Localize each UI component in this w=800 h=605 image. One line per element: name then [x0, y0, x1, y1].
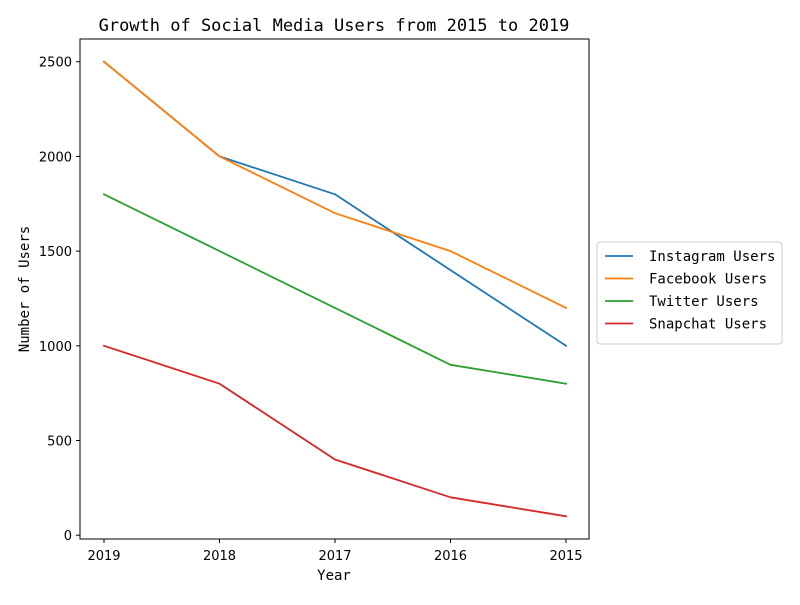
legend-box — [596, 241, 783, 345]
series-line-1 — [102, 60, 568, 310]
x-axis-label: Year — [317, 568, 351, 584]
x-tick-label: 2018 — [203, 549, 236, 564]
x-tick-label: 2015 — [549, 549, 582, 564]
legend: Instagram Users Facebook Users Twitter Use… — [596, 241, 783, 345]
y-tick-label: 2500 — [39, 56, 72, 71]
y-axis-label: Number of Users — [17, 226, 33, 352]
y-tick-label: 0 — [64, 529, 72, 544]
y-tick-label: 1000 — [39, 340, 72, 355]
y-tick-label: 2000 — [39, 150, 72, 165]
series-line-0 — [102, 60, 568, 348]
legend-entry-label: Instagram Users — [649, 249, 775, 265]
y-tick-label: 1500 — [39, 245, 72, 260]
axes-frame — [79, 38, 590, 540]
legend-entry-label: Twitter Users — [649, 294, 759, 310]
chart-title: Growth of Social Media Users from 2015 t… — [99, 16, 570, 36]
legend-entry-label: Snapchat Users — [649, 317, 767, 333]
legend-entry-label: Facebook Users — [649, 272, 767, 288]
series-line-3 — [102, 344, 568, 518]
y-tick-label: 500 — [47, 435, 72, 450]
y-axis-ticks: 0 500 1000 1500 2000 2500 — [39, 56, 80, 544]
x-tick-label: 2016 — [434, 549, 467, 564]
x-tick-label: 2019 — [87, 549, 120, 564]
x-axis-ticks: 2019 2018 2017 2016 2015 — [87, 539, 583, 564]
series-line-2 — [102, 193, 568, 385]
x-tick-label: 2017 — [318, 549, 351, 564]
plot-area — [79, 38, 590, 540]
